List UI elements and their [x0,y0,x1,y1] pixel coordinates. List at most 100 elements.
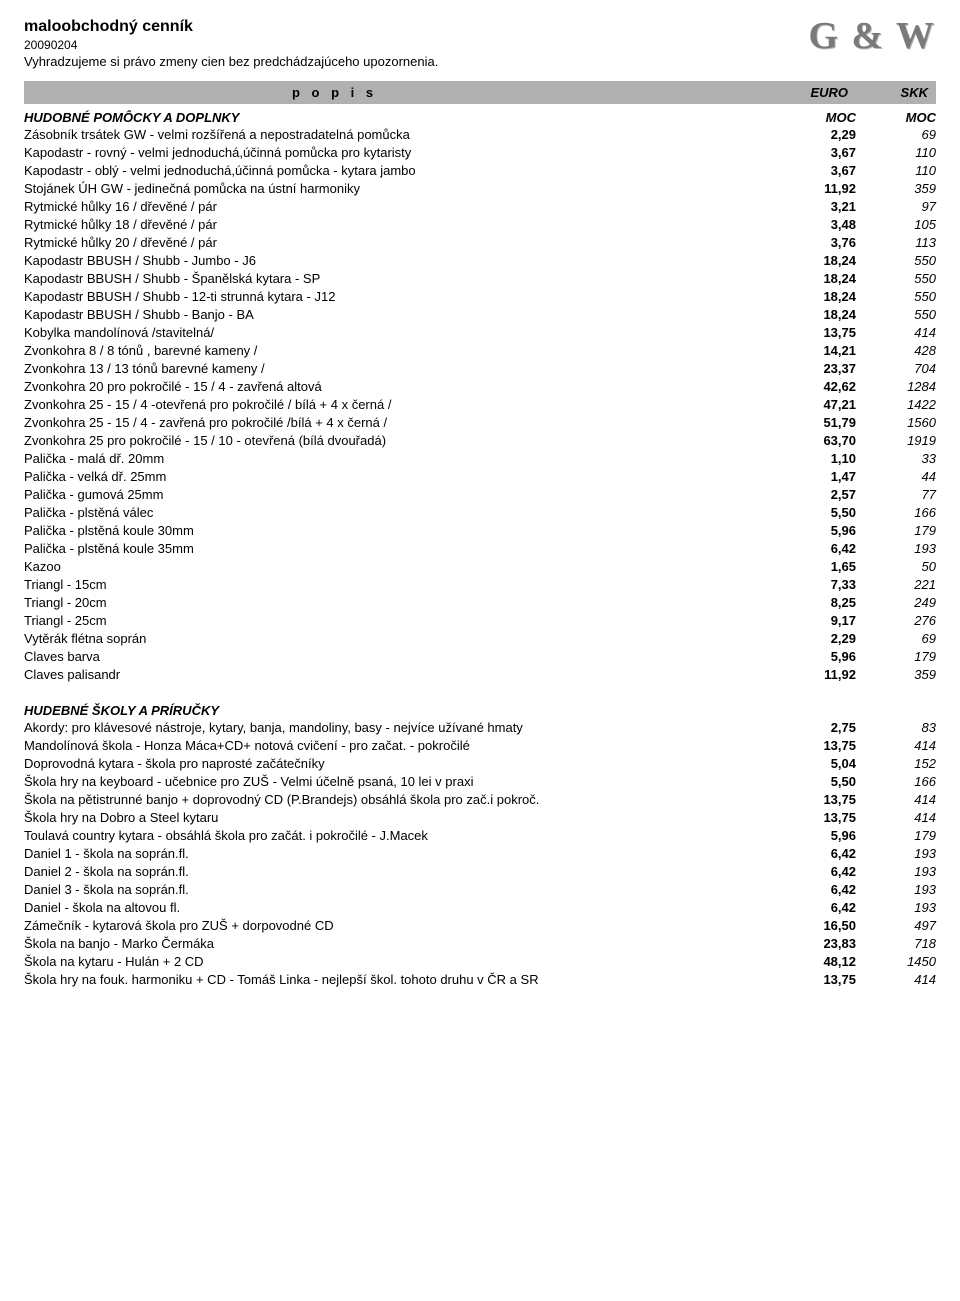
item-description: Stojánek ÚH GW - jedinečná pomůcka na ús… [24,181,776,196]
price-euro: 18,24 [776,307,856,322]
price-skk: 1284 [856,379,936,394]
item-description: Zvonkohra 25 pro pokročilé - 15 / 10 - o… [24,433,776,448]
price-euro: 13,75 [776,972,856,987]
item-description: Kapodastr BBUSH / Shubb - Španělská kyta… [24,271,776,286]
price-euro: 51,79 [776,415,856,430]
item-description: Daniel 1 - škola na soprán.fl. [24,846,776,861]
price-euro: 6,42 [776,900,856,915]
price-row: Zvonkohra 25 pro pokročilé - 15 / 10 - o… [24,431,936,449]
item-description: Palička - plstěná koule 35mm [24,541,776,556]
price-row: Claves palisandr11,92359 [24,665,936,683]
item-description: Škola na banjo - Marko Čermáka [24,936,776,951]
price-euro: 5,04 [776,756,856,771]
price-row: Palička - plstěná válec5,50166 [24,503,936,521]
price-euro: 6,42 [776,864,856,879]
price-skk: 83 [856,720,936,735]
item-description: Škola na pětistrunné banjo + doprovodný … [24,792,776,807]
price-row: Palička - malá dř. 20mm1,1033 [24,449,936,467]
price-row: Kazoo1,6550 [24,557,936,575]
item-description: Kapodastr BBUSH / Shubb - 12-ti strunná … [24,289,776,304]
price-row: Akordy: pro klávesové nástroje, kytary, … [24,718,936,736]
item-description: Triangl - 25cm [24,613,776,628]
price-euro: 2,75 [776,720,856,735]
price-skk: 221 [856,577,936,592]
price-euro: 13,75 [776,325,856,340]
price-skk: 69 [856,127,936,142]
price-euro: 42,62 [776,379,856,394]
price-row: Triangl - 20cm8,25249 [24,593,936,611]
price-euro: 1,10 [776,451,856,466]
item-description: Claves palisandr [24,667,776,682]
price-euro: 3,21 [776,199,856,214]
price-row: Rytmické hůlky 16 / dřevěné / pár3,2197 [24,197,936,215]
price-skk: 179 [856,649,936,664]
price-row: Škola na pětistrunné banjo + doprovodný … [24,790,936,808]
price-row: Claves barva5,96179 [24,647,936,665]
price-skk: 276 [856,613,936,628]
col-skk-header: SKK [848,85,928,100]
price-skk: 1560 [856,415,936,430]
price-euro: 5,96 [776,523,856,538]
price-skk: 193 [856,900,936,915]
price-skk: 44 [856,469,936,484]
item-description: Triangl - 20cm [24,595,776,610]
price-skk: 105 [856,217,936,232]
item-description: Palička - plstěná válec [24,505,776,520]
price-row: Triangl - 25cm9,17276 [24,611,936,629]
column-header-bar: p o p i s EURO SKK [24,81,936,104]
price-skk: 550 [856,289,936,304]
price-skk: 414 [856,810,936,825]
price-row: Kapodastr BBUSH / Shubb - Jumbo - J618,2… [24,251,936,269]
price-skk: 193 [856,846,936,861]
price-skk: 152 [856,756,936,771]
price-skk: 497 [856,918,936,933]
price-list-date: 20090204 [24,38,438,52]
price-euro: 11,92 [776,667,856,682]
item-description: Mandolínová škola - Honza Máca+CD+ notov… [24,738,776,753]
price-euro: 3,67 [776,145,856,160]
price-row: Triangl - 15cm7,33221 [24,575,936,593]
item-description: Kapodastr BBUSH / Shubb - Jumbo - J6 [24,253,776,268]
price-row: Rytmické hůlky 18 / dřevěné / pár3,48105 [24,215,936,233]
price-skk: 359 [856,181,936,196]
price-skk: 166 [856,774,936,789]
price-row: Mandolínová škola - Honza Máca+CD+ notov… [24,736,936,754]
price-skk: 193 [856,864,936,879]
item-description: Zvonkohra 8 / 8 tónů , barevné kameny / [24,343,776,358]
price-row: Kapodastr - oblý - velmi jednoduchá,účin… [24,161,936,179]
price-skk: 414 [856,972,936,987]
price-skk: 179 [856,828,936,843]
price-row: Vytěrák flétna soprán2,2969 [24,629,936,647]
price-euro: 48,12 [776,954,856,969]
price-euro: 11,92 [776,181,856,196]
sections-container: HUDOBNÉ POMÔCKY A DOPLNKYMOCMOCZásobník … [24,110,936,988]
price-row: Doprovodná kytara - škola pro naprosté z… [24,754,936,772]
item-description: Vytěrák flétna soprán [24,631,776,646]
price-euro: 13,75 [776,810,856,825]
price-row: Zvonkohra 25 - 15 / 4 -otevřená pro pokr… [24,395,936,413]
item-description: Škola hry na Dobro a Steel kytaru [24,810,776,825]
col-desc-header: p o p i s [32,85,768,100]
price-euro: 63,70 [776,433,856,448]
price-euro: 3,76 [776,235,856,250]
price-skk: 414 [856,325,936,340]
item-description: Kapodastr BBUSH / Shubb - Banjo - BA [24,307,776,322]
price-skk: 359 [856,667,936,682]
price-row: Kapodastr - rovný - velmi jednoduchá,úči… [24,143,936,161]
price-row: Stojánek ÚH GW - jedinečná pomůcka na ús… [24,179,936,197]
item-description: Zvonkohra 25 - 15 / 4 -otevřená pro pokr… [24,397,776,412]
section-title-text: HUDOBNÉ POMÔCKY A DOPLNKY [24,110,776,125]
price-row: Rytmické hůlky 20 / dřevěné / pár3,76113 [24,233,936,251]
item-description: Kobylka mandolínová /stavitelná/ [24,325,776,340]
price-skk: 718 [856,936,936,951]
price-row: Zámečník - kytarová škola pro ZUŠ + dorp… [24,916,936,934]
price-euro: 5,50 [776,774,856,789]
price-euro: 6,42 [776,541,856,556]
price-skk: 166 [856,505,936,520]
price-row: Zvonkohra 25 - 15 / 4 - zavřená pro pokr… [24,413,936,431]
price-euro: 18,24 [776,271,856,286]
price-euro: 6,42 [776,846,856,861]
disclaimer-text: Vyhradzujeme si právo zmeny cien bez pre… [24,54,438,69]
price-euro: 18,24 [776,253,856,268]
price-row: Zvonkohra 8 / 8 tónů , barevné kameny /1… [24,341,936,359]
